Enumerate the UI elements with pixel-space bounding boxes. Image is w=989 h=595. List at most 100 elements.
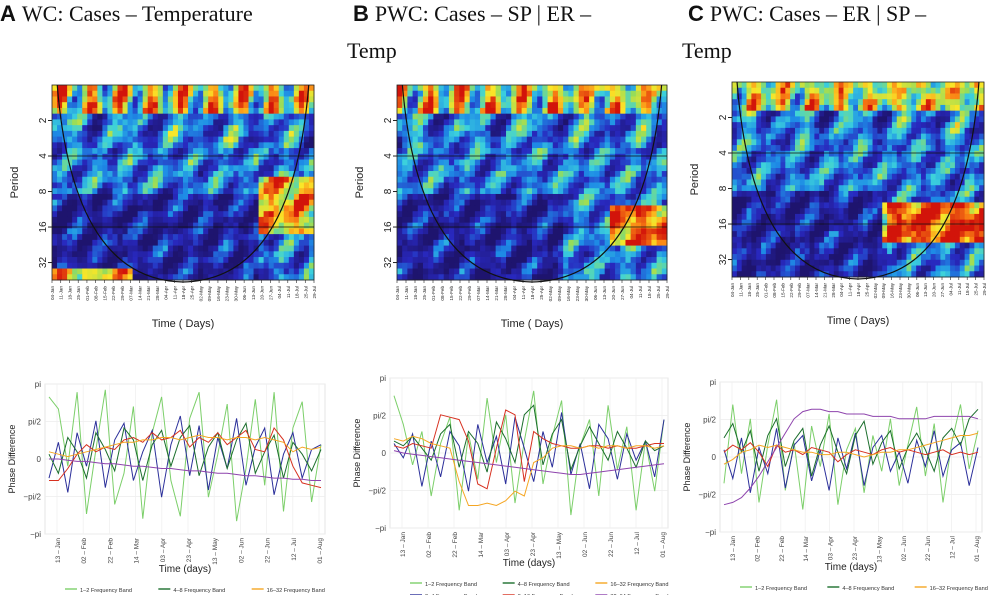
heatmap-cell (853, 122, 859, 129)
heatmap-cell (454, 165, 460, 172)
heatmap-cell (177, 85, 184, 92)
heatmap-cell (273, 268, 280, 275)
heatmap-cell (532, 171, 538, 178)
heatmap-cell (213, 211, 219, 218)
heatmap-cell (142, 90, 149, 97)
heatmap-cell (448, 222, 455, 229)
heatmap-cell (62, 257, 68, 264)
heatmap-cell (604, 107, 611, 115)
heatmap-cell (303, 136, 310, 143)
heatmap-cell (940, 104, 946, 112)
heatmap-cell (117, 136, 123, 143)
heatmap-cell (52, 96, 58, 103)
heatmap-cell (751, 202, 757, 209)
x-tick-label: 12 – Jul (291, 537, 298, 560)
x-tick-label: 03 – Apr (160, 537, 167, 562)
heatmap-cell (117, 193, 123, 201)
heatmap-cell (833, 139, 840, 146)
heatmap-cell (238, 148, 244, 155)
heatmap-cell (253, 251, 259, 258)
heatmap-cell (906, 185, 912, 192)
heatmap-cell (97, 228, 103, 235)
heatmap-cell (775, 122, 781, 129)
heatmap-cell (198, 96, 204, 103)
heatmap-cell (117, 262, 123, 269)
heatmap-cell (102, 234, 108, 241)
heatmap-cell (469, 182, 476, 189)
heatmap-cell (402, 216, 408, 224)
heatmap-cell (62, 176, 68, 183)
heatmap-cell (891, 99, 898, 106)
heatmap-cell (137, 142, 144, 149)
heatmap-cell (238, 165, 244, 172)
heatmap-cell (223, 85, 229, 92)
heatmap-cell (751, 139, 757, 146)
x-tick-label: 11-Jan (59, 286, 64, 300)
heatmap-cell (594, 102, 600, 109)
heatmap-cell (542, 153, 548, 160)
heatmap-cell (495, 136, 502, 143)
heatmap-cell (293, 245, 300, 252)
heatmap-cell (82, 216, 88, 224)
heatmap-cell (974, 173, 980, 180)
heatmap-cell (117, 113, 123, 120)
heatmap-cell (594, 199, 600, 206)
heatmap-cell (152, 96, 159, 103)
heatmap-cell (177, 171, 184, 178)
heatmap-cell (848, 82, 854, 89)
x-axis-label: Time ( Days) (501, 318, 564, 330)
heatmap-cell (223, 90, 229, 97)
heatmap-cell (253, 171, 259, 178)
heatmap-cell (407, 205, 413, 212)
heatmap-cell (82, 148, 88, 155)
heatmap-cell (594, 274, 600, 281)
heatmap-cell (223, 222, 229, 229)
heatmap-cell (828, 173, 835, 180)
heatmap-cell (72, 153, 78, 160)
heatmap-cell (132, 96, 139, 103)
heatmap-cell (167, 136, 174, 143)
heatmap-cell (122, 96, 128, 103)
heatmap-cell (732, 185, 738, 192)
heatmap-cell (268, 107, 275, 115)
heatmap-cell (589, 130, 595, 138)
heatmap-cell (112, 188, 118, 195)
heatmap-cell (464, 153, 471, 160)
heatmap-cell (469, 107, 476, 115)
heatmap-cell (599, 188, 606, 195)
heatmap-cell (198, 262, 204, 269)
heatmap-cell (578, 130, 585, 138)
heatmap-cell (223, 176, 229, 183)
heatmap-cell (906, 93, 912, 100)
heatmap-cell (901, 87, 907, 94)
x-axis-label: Time ( Days) (152, 318, 215, 330)
heatmap-cell (233, 102, 239, 109)
heatmap-cell (959, 139, 966, 146)
heatmap-cell (293, 239, 300, 246)
heatmap-cell (761, 110, 767, 117)
heatmap-cell (102, 257, 108, 264)
heatmap-cell (599, 85, 606, 92)
heatmap-cell (557, 130, 564, 138)
heatmap-cell (563, 205, 569, 212)
heatmap-cell (790, 82, 796, 89)
heatmap-cell (417, 171, 424, 178)
heatmap-cell (469, 211, 476, 218)
heatmap-cell (511, 274, 517, 281)
heatmap-cell (625, 159, 632, 166)
heatmap-cell (77, 182, 83, 189)
heatmap-cell (925, 133, 932, 140)
heatmap-cell (921, 82, 927, 89)
heatmap-cell (97, 268, 103, 275)
heatmap-cell (770, 179, 777, 186)
heatmap-cell (213, 245, 219, 252)
heatmap-cell (526, 125, 533, 132)
heatmap-cell (474, 130, 481, 138)
heatmap-cell (547, 216, 554, 224)
heatmap-cell (490, 171, 497, 178)
heatmap-cell (625, 148, 632, 155)
heatmap-cell (77, 222, 83, 229)
heatmap-cell (848, 202, 854, 209)
heatmap-cell (208, 245, 214, 252)
heatmap-cell (433, 251, 439, 258)
